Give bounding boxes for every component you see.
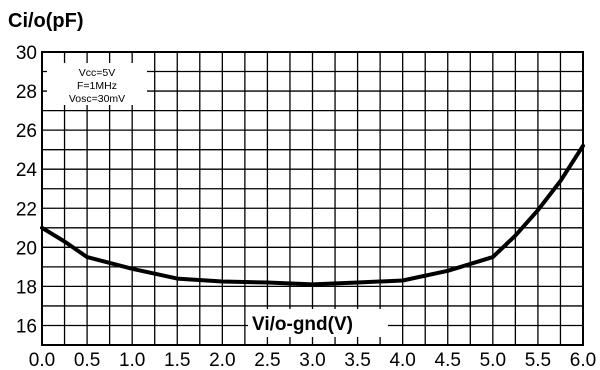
x-tick-label: 2.5 — [254, 350, 280, 370]
y-tick-label: 20 — [16, 238, 37, 259]
y-axis-label: Ci/o(pF) — [8, 10, 84, 32]
x-tick-label: 0.5 — [74, 350, 100, 370]
y-tick-label: 18 — [16, 277, 37, 298]
plot-frame — [41, 51, 584, 346]
x-tick-label: 3.5 — [344, 350, 370, 370]
x-tick-label: 4.0 — [389, 350, 415, 370]
annotation-vosc: Vosc=30mV — [69, 93, 125, 105]
y-tick-label: 26 — [16, 121, 37, 142]
x-tick-label: 5.0 — [480, 350, 506, 370]
x-tick-label: 1.5 — [164, 350, 190, 370]
x-tick-label: 3.0 — [299, 350, 325, 370]
y-tick-label: 24 — [16, 160, 38, 181]
x-tick-label: 6.0 — [570, 350, 596, 370]
x-tick-label: 0.0 — [29, 350, 55, 370]
annotation-vcc: Vcc=5V — [79, 67, 115, 79]
annotation-freq: F=1MHz — [77, 80, 117, 92]
y-tick-label: 30 — [16, 43, 37, 64]
grid — [41, 51, 584, 346]
x-tick-label: 5.5 — [525, 350, 551, 370]
y-tick-label: 22 — [16, 199, 37, 220]
x-tick-label: 1.0 — [119, 350, 145, 370]
x-axis-label: Vi/o-gnd(V) — [252, 314, 353, 335]
y-ticks: 16 18 20 22 24 26 28 30 — [16, 43, 38, 337]
x-tick-label: 4.5 — [435, 350, 461, 370]
conditions-box: Vcc=5V F=1MHz Vosc=30mV — [47, 63, 147, 105]
x-ticks: 0.0 0.5 1.0 1.5 2.0 2.5 3.0 3.5 4.0 4.5 5.0 5.5 6.0 — [29, 350, 596, 370]
y-tick-label: 28 — [16, 82, 37, 103]
capacitance-curve — [40, 143, 585, 287]
x-tick-label: 2.0 — [209, 350, 235, 370]
y-tick-label: 16 — [16, 316, 37, 337]
